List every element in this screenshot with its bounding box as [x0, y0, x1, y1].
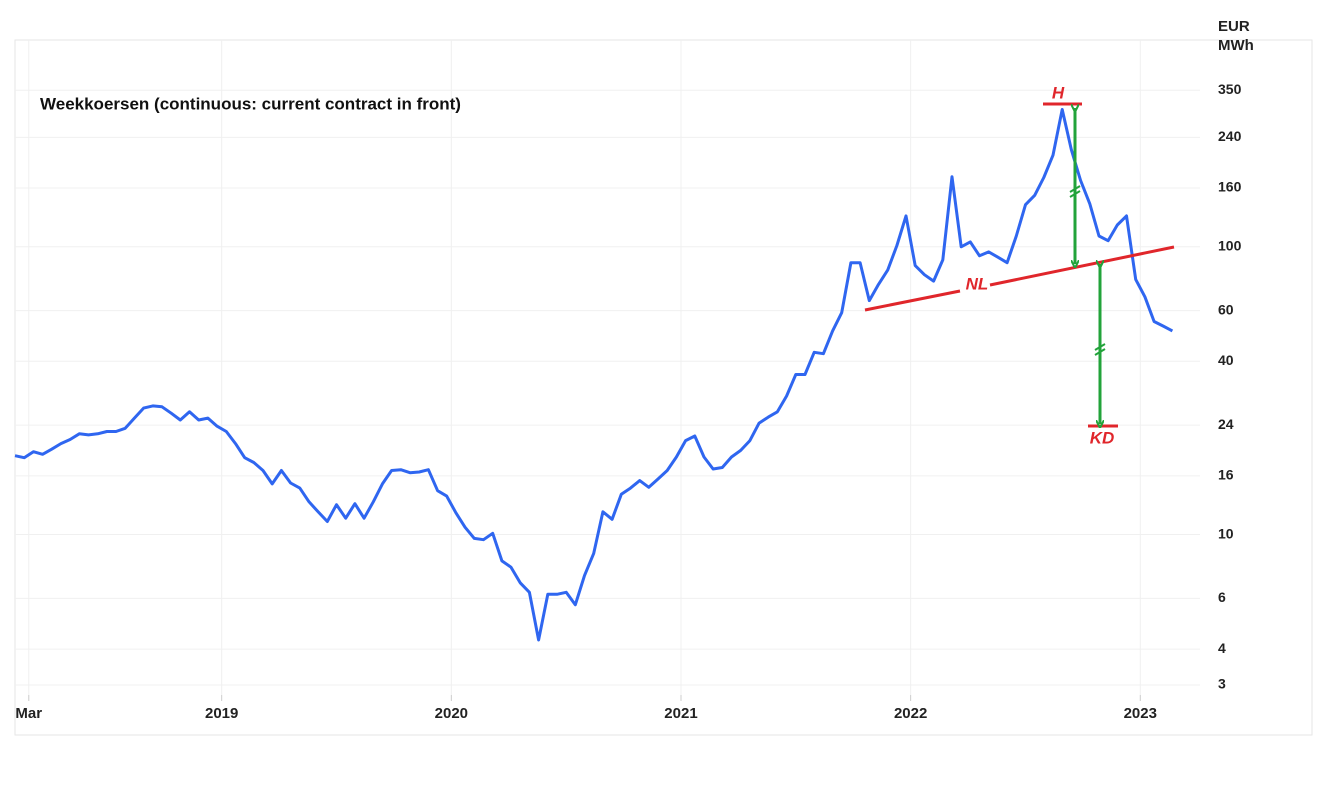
y-tick-label: 240: [1218, 128, 1242, 144]
y-tick-label: 4: [1218, 640, 1226, 656]
neckline: [989, 245, 1175, 287]
y-tick-label: 60: [1218, 301, 1234, 317]
neckline: [864, 289, 961, 312]
y-unit: MWh: [1218, 37, 1254, 54]
plot-frame: [14, 39, 1313, 736]
y-tick-label: 10: [1218, 525, 1234, 541]
y-tick-label: 100: [1218, 237, 1242, 253]
x-tick-label: 2022: [894, 705, 927, 722]
annotation-label: NL: [966, 274, 989, 293]
measure-tick: [1069, 185, 1081, 193]
measure-tick: [1094, 343, 1106, 351]
x-tick-label: 2020: [435, 705, 468, 722]
chart-title: Weekkoersen (continuous: current contrac…: [40, 94, 461, 113]
measure-tick: [1069, 190, 1081, 198]
x-tick-label: 2019: [205, 705, 238, 722]
y-tick-label: 24: [1218, 416, 1234, 432]
y-unit: EUR: [1218, 18, 1250, 35]
y-tick-label: 16: [1218, 467, 1234, 483]
annotation-label: KD: [1090, 428, 1115, 447]
y-tick-label: 3: [1218, 676, 1226, 692]
measure-tick: [1094, 348, 1106, 356]
x-tick-label: 2023: [1124, 705, 1157, 722]
y-tick-label: 350: [1218, 81, 1242, 97]
grid: [15, 40, 1200, 701]
pattern-annotation: H NL KD: [864, 83, 1175, 447]
annotation-label: H: [1052, 83, 1065, 102]
series-layer: [14, 108, 1174, 642]
x-tick-label: 2021: [664, 705, 697, 722]
y-tick-label: 160: [1218, 179, 1242, 195]
x-tick-label: Mar: [15, 705, 42, 722]
y-tick-label: 6: [1218, 589, 1226, 605]
y-tick-label: 40: [1218, 352, 1234, 368]
price-line: [14, 108, 1174, 642]
